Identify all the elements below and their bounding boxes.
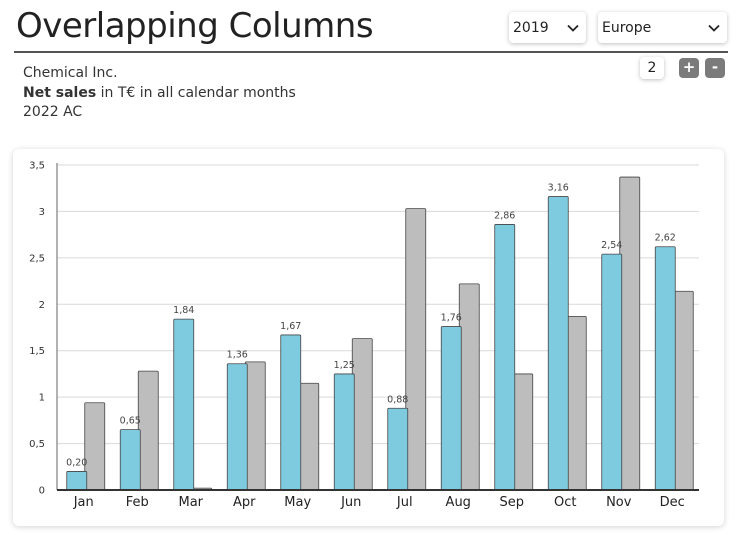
x-tick-label: Nov [606, 495, 632, 510]
actual-bar [173, 318, 195, 491]
data-label: 1,84 [173, 305, 194, 316]
y-tick-label: 1 [39, 393, 45, 404]
comparison-bar [405, 208, 427, 491]
actual-bar [654, 246, 676, 491]
x-tick-label: Jan [73, 495, 94, 510]
data-label: 2,62 [655, 233, 676, 244]
actual-bar [440, 326, 462, 491]
x-tick-label: Jul [396, 495, 413, 510]
x-tick-label: Apr [233, 495, 256, 510]
data-label: 1,76 [441, 313, 462, 324]
counter-value: 2 [640, 57, 664, 79]
actual-bar [494, 224, 516, 491]
comparison-bar [244, 361, 266, 491]
year-select[interactable]: 2019 [509, 12, 586, 43]
comparison-bar [137, 370, 159, 491]
y-tick-label: 0 [39, 486, 45, 497]
actual-bar [601, 253, 623, 491]
actual-bar [547, 196, 569, 491]
actual-bar [66, 471, 88, 491]
x-tick-label: Dec [660, 495, 685, 510]
data-label: 1,67 [280, 321, 301, 332]
chart-card: 0 0,5 1 1,5 2 2,5 3 3,5 0,20 Jan 0,65 Feb 1,84 Mar 1,3… [13, 149, 724, 526]
actual-bar [387, 407, 409, 491]
chevron-down-icon [708, 24, 720, 32]
data-label: 1,36 [227, 350, 248, 361]
x-tick-label: Mar [178, 495, 203, 510]
actual-bar [280, 334, 302, 491]
data-label: 0,88 [387, 394, 408, 405]
measure-name: Net sales [23, 85, 97, 101]
y-tick-label: 0,5 [29, 439, 45, 450]
chevron-down-icon [567, 24, 579, 32]
decrement-button[interactable]: - [705, 58, 725, 78]
page-title: Overlapping Columns [16, 6, 374, 46]
data-label: 1,25 [334, 360, 355, 371]
x-tick-label: Sep [499, 495, 524, 510]
data-label: 3,16 [548, 183, 569, 194]
y-tick-label: 3,5 [29, 161, 45, 172]
comparison-bar [298, 382, 320, 491]
measure-line: Net sales in T€ in all calendar months [23, 85, 296, 101]
measure-description: in T€ in all calendar months [96, 85, 296, 101]
y-tick-label: 3 [39, 207, 45, 218]
actual-bar [226, 363, 248, 491]
data-label: 0,65 [120, 416, 141, 427]
x-tick-label: May [284, 495, 311, 510]
column-chart: 0 0,5 1 1,5 2 2,5 3 3,5 0,20 Jan 0,65 Feb 1,84 Mar 1,3… [29, 161, 699, 510]
y-tick-label: 1,5 [29, 346, 45, 357]
scenario-label: 2022 AC [23, 104, 83, 120]
x-tick-label: Jun [340, 495, 361, 510]
company-name: Chemical Inc. [23, 65, 118, 81]
data-label: 2,54 [601, 240, 622, 251]
x-tick-label: Aug [446, 495, 471, 510]
actual-bar [119, 429, 141, 491]
title-divider [14, 51, 728, 53]
comparison-bar [672, 290, 694, 491]
comparison-bar [512, 373, 534, 491]
data-label: 2,86 [494, 210, 515, 221]
comparison-bar [565, 315, 587, 491]
region-select-value: Europe [602, 19, 652, 36]
comparison-bar [84, 402, 106, 491]
data-label: 0,20 [66, 457, 87, 468]
actual-bar [333, 373, 355, 491]
comparison-bar [458, 283, 480, 491]
y-tick-label: 2 [39, 300, 45, 311]
x-tick-label: Feb [126, 495, 149, 510]
year-select-value: 2019 [513, 19, 549, 36]
region-select[interactable]: Europe [598, 12, 727, 43]
comparison-bar [351, 338, 373, 491]
x-tick-label: Oct [554, 495, 576, 510]
y-tick-label: 2,5 [29, 253, 45, 264]
comparison-bar [619, 176, 641, 491]
increment-button[interactable]: + [679, 58, 699, 78]
